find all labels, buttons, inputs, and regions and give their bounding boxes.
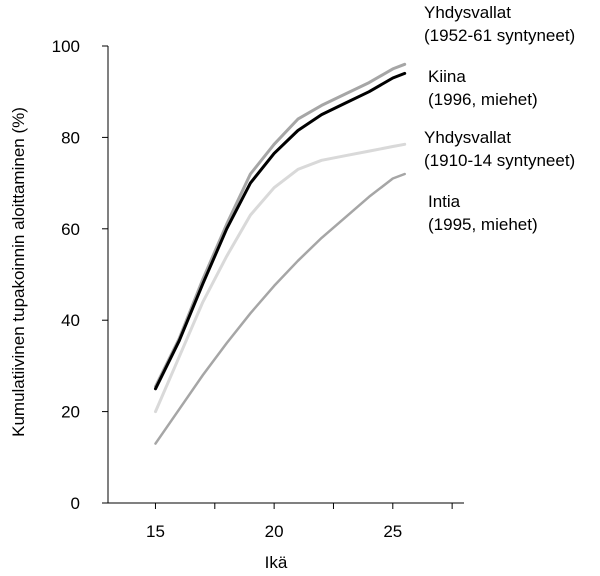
series-label-4: Intia (1995, miehet) (428, 192, 538, 234)
series-label-2: Kiina (1996, miehet) (428, 67, 538, 109)
x-tick-label: 20 (265, 522, 284, 541)
x-tick-label: 25 (383, 522, 402, 541)
axes: 0 20 40 60 80 100 15 20 25 (52, 37, 464, 541)
series-line-4 (154, 172, 406, 445)
series-lines (154, 62, 407, 445)
x-tick-label: 15 (146, 522, 165, 541)
series-labels: Yhdysvallat (1952-61 syntyneet) Kiina (1996… (424, 3, 575, 234)
y-tick-label: 40 (61, 311, 80, 330)
series-line-3 (154, 142, 407, 414)
y-tick-label: 20 (61, 403, 80, 422)
x-axis-title: Ikä (265, 553, 288, 572)
y-tick-label: 60 (61, 220, 80, 239)
series-label-3: Yhdysvallat (1910-14 syntyneet) (424, 128, 575, 170)
series-line-1 (154, 62, 407, 388)
y-tick-label: 0 (71, 494, 80, 513)
y-tick-label: 100 (52, 37, 80, 56)
y-axis-title: Kumulatiivinen tupakoinnin aloittaminen … (9, 107, 28, 437)
series-line-2 (154, 71, 407, 391)
y-tick-label: 80 (61, 128, 80, 147)
series-label-1: Yhdysvallat (1952-61 syntyneet) (424, 3, 575, 45)
